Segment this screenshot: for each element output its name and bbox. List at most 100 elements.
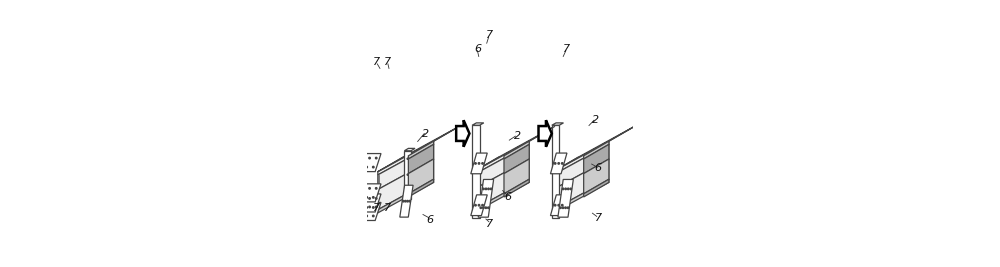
Circle shape xyxy=(482,163,483,164)
Circle shape xyxy=(485,207,487,209)
Polygon shape xyxy=(400,185,413,217)
Text: 7: 7 xyxy=(563,44,570,53)
Circle shape xyxy=(554,205,556,206)
Polygon shape xyxy=(355,194,381,212)
Circle shape xyxy=(366,215,367,217)
Circle shape xyxy=(560,207,561,209)
Circle shape xyxy=(375,206,377,208)
Polygon shape xyxy=(355,202,381,221)
Polygon shape xyxy=(550,153,567,174)
Circle shape xyxy=(375,157,377,159)
Polygon shape xyxy=(553,141,609,175)
Polygon shape xyxy=(584,144,609,174)
Text: 7: 7 xyxy=(384,203,391,213)
Circle shape xyxy=(475,163,476,164)
Circle shape xyxy=(362,198,364,199)
Circle shape xyxy=(375,188,377,189)
Circle shape xyxy=(558,163,559,164)
Polygon shape xyxy=(408,141,434,159)
Circle shape xyxy=(562,188,564,190)
Polygon shape xyxy=(553,144,609,190)
Text: 7: 7 xyxy=(384,57,391,67)
Polygon shape xyxy=(378,141,434,175)
Circle shape xyxy=(373,207,374,208)
Polygon shape xyxy=(504,144,529,174)
Text: 6: 6 xyxy=(595,163,602,173)
Polygon shape xyxy=(378,127,459,172)
Polygon shape xyxy=(504,179,529,197)
Polygon shape xyxy=(473,127,554,172)
Circle shape xyxy=(567,207,569,209)
Circle shape xyxy=(407,158,408,159)
Polygon shape xyxy=(550,195,567,215)
Circle shape xyxy=(407,201,408,202)
Polygon shape xyxy=(539,120,552,147)
Circle shape xyxy=(488,188,489,190)
Text: 6: 6 xyxy=(504,192,512,202)
Polygon shape xyxy=(471,195,487,215)
Text: 2: 2 xyxy=(514,131,521,141)
Polygon shape xyxy=(408,144,434,174)
Circle shape xyxy=(407,190,408,191)
Polygon shape xyxy=(552,123,563,125)
Polygon shape xyxy=(504,141,529,159)
Circle shape xyxy=(366,197,367,198)
Circle shape xyxy=(565,207,566,209)
Circle shape xyxy=(409,201,410,202)
Circle shape xyxy=(480,207,482,209)
Polygon shape xyxy=(553,127,634,172)
Circle shape xyxy=(567,188,569,190)
Circle shape xyxy=(478,205,480,206)
Circle shape xyxy=(570,188,571,190)
Circle shape xyxy=(359,166,361,168)
Circle shape xyxy=(483,207,484,209)
Polygon shape xyxy=(378,175,379,190)
Circle shape xyxy=(366,166,367,168)
Polygon shape xyxy=(584,141,609,159)
Circle shape xyxy=(359,197,361,198)
Circle shape xyxy=(562,207,564,209)
Circle shape xyxy=(483,188,484,190)
Polygon shape xyxy=(473,157,499,172)
Polygon shape xyxy=(584,179,609,197)
Circle shape xyxy=(369,198,370,199)
Polygon shape xyxy=(378,157,403,172)
Text: 2: 2 xyxy=(592,115,599,125)
Text: 2: 2 xyxy=(422,128,429,139)
Text: 6: 6 xyxy=(474,44,481,53)
Circle shape xyxy=(359,207,361,208)
Circle shape xyxy=(482,205,483,206)
Circle shape xyxy=(373,215,374,217)
Polygon shape xyxy=(584,159,609,194)
Circle shape xyxy=(362,157,364,159)
Polygon shape xyxy=(378,144,434,190)
Circle shape xyxy=(375,198,377,199)
Circle shape xyxy=(407,174,408,175)
Polygon shape xyxy=(473,175,475,190)
Circle shape xyxy=(488,207,489,209)
Text: 7: 7 xyxy=(486,219,493,229)
Polygon shape xyxy=(558,179,573,217)
Circle shape xyxy=(366,207,367,208)
Polygon shape xyxy=(456,120,469,147)
Circle shape xyxy=(373,197,374,198)
Circle shape xyxy=(475,205,476,206)
Polygon shape xyxy=(471,153,487,174)
Polygon shape xyxy=(408,159,434,194)
Circle shape xyxy=(405,201,406,202)
Polygon shape xyxy=(404,151,411,199)
Polygon shape xyxy=(404,148,415,151)
Text: 6: 6 xyxy=(426,215,433,225)
Polygon shape xyxy=(408,179,434,197)
Circle shape xyxy=(369,157,370,159)
Circle shape xyxy=(490,188,492,190)
Circle shape xyxy=(565,188,566,190)
Circle shape xyxy=(561,205,563,206)
Circle shape xyxy=(478,163,480,164)
Polygon shape xyxy=(473,159,529,210)
Polygon shape xyxy=(552,125,559,218)
Polygon shape xyxy=(378,179,434,213)
Text: 7: 7 xyxy=(595,214,602,223)
Polygon shape xyxy=(472,123,484,125)
Polygon shape xyxy=(553,175,555,190)
